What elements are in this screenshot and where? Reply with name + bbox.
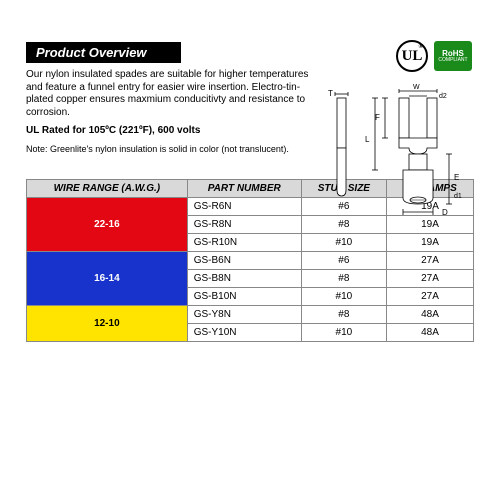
table-row: 16-14GS-B6N#627A	[27, 251, 474, 269]
ul-badge-icon: UL	[396, 40, 428, 72]
cell-amps: 27A	[386, 269, 473, 287]
description-block: Our nylon insulated spades are suitable …	[26, 69, 316, 155]
cell-part: GS-B8N	[187, 269, 301, 287]
diagram-label-L: L	[365, 135, 370, 144]
cell-stud: #10	[301, 323, 386, 341]
spade-diagram: T W d2 F	[327, 82, 472, 217]
cell-amps: 27A	[386, 287, 473, 305]
cell-amps: 27A	[386, 251, 473, 269]
cell-amps: 48A	[386, 305, 473, 323]
rohs-badge-icon: RoHS COMPLIANT	[434, 41, 472, 71]
cell-wire-range: 12-10	[27, 305, 188, 341]
description-note: Note: Greenlite's nylon insulation is so…	[26, 144, 316, 155]
diagram-label-d1: d1	[454, 193, 462, 200]
cell-part: GS-R10N	[187, 233, 301, 251]
cell-amps: 19A	[386, 215, 473, 233]
cell-wire-range: 16-14	[27, 251, 188, 305]
section-header: Product Overview	[26, 42, 181, 63]
col-part-number: PART NUMBER	[187, 179, 301, 197]
cell-part: GS-B6N	[187, 251, 301, 269]
cell-stud: #10	[301, 287, 386, 305]
diagram-label-E: E	[454, 173, 459, 182]
description-paragraph: Our nylon insulated spades are suitable …	[26, 69, 316, 119]
cell-part: GS-B10N	[187, 287, 301, 305]
diagram-label-F: F	[375, 113, 380, 122]
cell-amps: 19A	[386, 233, 473, 251]
cell-stud: #8	[301, 269, 386, 287]
description-rating: UL Rated for 105ºC (221ºF), 600 volts	[26, 125, 316, 138]
rohs-line2: COMPLIANT	[438, 58, 467, 63]
col-wire-range: WIRE RANGE (A.W.G.)	[27, 179, 188, 197]
cell-part: GS-Y10N	[187, 323, 301, 341]
cell-part: GS-R8N	[187, 215, 301, 233]
table-row: 12-10GS-Y8N#848A	[27, 305, 474, 323]
diagram-label-d2: d2	[439, 93, 447, 100]
cell-stud: #6	[301, 251, 386, 269]
table-body: 22-16GS-R6N#619AGS-R8N#819AGS-R10N#1019A…	[27, 197, 474, 341]
cell-stud: #8	[301, 215, 386, 233]
diagram-label-W: W	[413, 84, 420, 91]
diagram-label-D: D	[442, 208, 448, 217]
cell-stud: #8	[301, 305, 386, 323]
certification-badges: UL RoHS COMPLIANT	[396, 40, 472, 72]
cell-part: GS-R6N	[187, 197, 301, 215]
cell-wire-range: 22-16	[27, 197, 188, 251]
cell-stud: #10	[301, 233, 386, 251]
cell-amps: 48A	[386, 323, 473, 341]
cell-part: GS-Y8N	[187, 305, 301, 323]
diagram-label-T: T	[328, 89, 333, 98]
